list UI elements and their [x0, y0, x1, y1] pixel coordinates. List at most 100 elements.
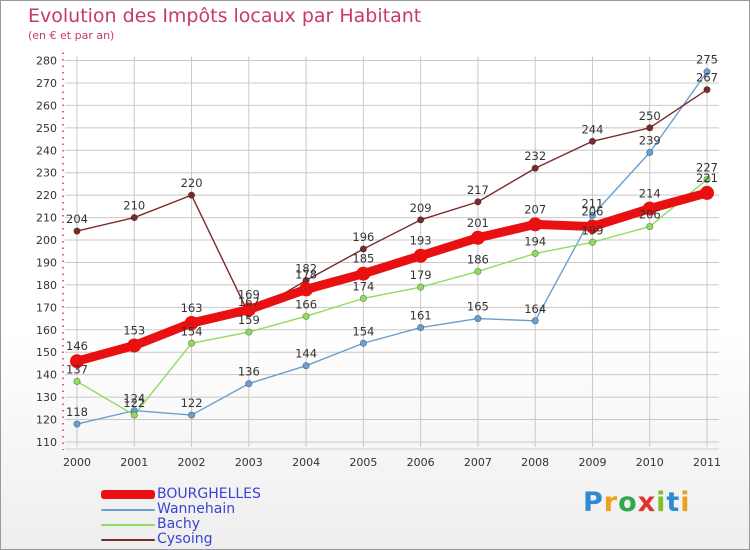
- point-wannehain-2006: [417, 323, 425, 332]
- y-tick-label-240: 240: [36, 144, 57, 157]
- data-label-bourghelles-2000: 146: [66, 339, 88, 353]
- point-bachy-2000: [73, 377, 81, 386]
- data-label-bachy-2007: 186: [467, 252, 489, 266]
- data-label-wannehain-2011: 275: [696, 53, 718, 67]
- point-cysoing-2009: [588, 137, 597, 145]
- legend-swatch-wannehain: [101, 509, 155, 511]
- data-label-cysoing-2002: 220: [181, 176, 203, 190]
- data-label-bachy-2000: 137: [66, 362, 88, 376]
- point-wannehain-2002: [187, 411, 196, 419]
- y-tick-label-250: 250: [36, 122, 57, 135]
- point-bourghelles-2002: [184, 316, 199, 331]
- point-bachy-2001: [130, 411, 138, 419]
- point-cysoing-2006: [417, 216, 425, 224]
- point-wannehain-2011: [703, 68, 711, 76]
- y-tick-label-270: 270: [36, 77, 57, 90]
- point-bourghelles-2000: [70, 354, 84, 369]
- data-label-wannehain-2010: 239: [639, 134, 661, 148]
- x-tick-label-2010: 2010: [636, 456, 664, 469]
- x-tick-label-2001: 2001: [120, 456, 148, 469]
- logo-letter: P: [583, 487, 604, 518]
- data-label-bachy-2010: 206: [639, 208, 661, 222]
- data-label-cysoing-2001: 210: [123, 199, 145, 213]
- legend-swatch-cysoing: [101, 539, 155, 541]
- y-tick-label-180: 180: [36, 279, 57, 292]
- x-tick-label-2003: 2003: [235, 456, 263, 469]
- data-label-wannehain-2002: 122: [181, 396, 203, 410]
- point-bachy-2007: [474, 267, 482, 276]
- data-label-bourghelles-2003: 169: [238, 288, 260, 302]
- data-label-bourghelles-2008: 207: [524, 202, 546, 216]
- gridlines: [65, 56, 719, 447]
- point-bourghelles-2006: [413, 248, 428, 263]
- data-label-bourghelles-2010: 214: [639, 187, 661, 201]
- data-label-cysoing-2004: 182: [295, 261, 317, 275]
- y-tick-label-220: 220: [36, 189, 57, 202]
- point-wannehain-2009: [588, 211, 597, 219]
- x-tick-label-2002: 2002: [178, 456, 206, 469]
- series-points: [70, 68, 714, 428]
- logo-letter: t: [666, 487, 681, 518]
- axes: 110 120 130 140 150 160 170 180 190 200 210 220 230 2…: [36, 52, 721, 469]
- chart-title: Evolution des Impôts locaux par Habitant: [28, 5, 422, 27]
- y-tick-label-170: 170: [36, 301, 57, 314]
- y-tick-label-280: 280: [36, 55, 57, 68]
- point-cysoing-2000: [73, 227, 81, 235]
- data-label-cysoing-2003: 167: [238, 295, 260, 309]
- point-cysoing-2010: [646, 124, 654, 132]
- point-wannehain-2004: [302, 362, 310, 370]
- legend-label-cysoing: Cysoing: [157, 531, 213, 547]
- data-label-cysoing-2008: 232: [524, 149, 546, 163]
- point-bachy-2005: [359, 294, 367, 302]
- point-bourghelles-2009: [585, 219, 600, 234]
- point-bourghelles-2008: [528, 217, 543, 232]
- y-tick-label-150: 150: [36, 346, 57, 359]
- x-tick-label-2000: 2000: [63, 456, 91, 469]
- y-tick-label-260: 260: [36, 99, 57, 112]
- x-tick-label-2004: 2004: [292, 456, 320, 469]
- chart-subtitle: (en € et par an): [28, 29, 115, 42]
- series-line-bourghelles: [72, 188, 712, 366]
- data-label-cysoing-2009: 244: [581, 122, 603, 136]
- point-bachy-2010: [646, 222, 654, 231]
- data-label-bachy-2006: 179: [410, 268, 432, 282]
- legend-label-wannehain: Wannehain: [157, 501, 236, 517]
- point-cysoing-2008: [531, 164, 539, 172]
- data-label-bachy-2008: 194: [524, 234, 546, 248]
- data-label-cysoing-2000: 204: [66, 212, 88, 226]
- y-tick-label-120: 120: [36, 414, 57, 427]
- y-tick-label-230: 230: [36, 167, 57, 180]
- point-cysoing-2001: [130, 213, 138, 222]
- x-tick-label-2008: 2008: [521, 456, 549, 469]
- data-label-cysoing-2011: 267: [696, 71, 718, 85]
- y-tick-label-190: 190: [36, 256, 57, 269]
- point-wannehain-2005: [359, 339, 367, 347]
- data-label-wannehain-2003: 136: [238, 365, 260, 379]
- data-label-wannehain-2007: 165: [467, 300, 489, 314]
- point-bourghelles-2010: [642, 201, 657, 216]
- point-bachy-2003: [245, 328, 253, 336]
- data-label-bachy-2004: 166: [295, 297, 317, 311]
- data-label-bourghelles-2001: 153: [123, 324, 145, 338]
- data-label-bachy-2001: 122: [123, 396, 145, 410]
- logo-letter: i: [656, 487, 667, 518]
- data-label-cysoing-2010: 250: [639, 109, 661, 123]
- point-bourghelles-2001: [127, 338, 142, 353]
- point-bourghelles-2011: [700, 185, 714, 200]
- data-label-wannehain-2006: 161: [410, 309, 432, 323]
- series-line-bachy: [76, 178, 708, 416]
- data-label-bourghelles-2006: 193: [410, 234, 432, 248]
- x-tick-label-2011: 2011: [693, 456, 721, 469]
- point-bachy-2006: [417, 283, 425, 291]
- logo-letter: r: [603, 487, 619, 518]
- point-bachy-2008: [531, 249, 539, 258]
- x-tick-label-2007: 2007: [464, 456, 492, 469]
- point-wannehain-2000: [73, 420, 81, 428]
- data-label-bourghelles-2005: 185: [352, 252, 374, 266]
- point-bourghelles-2004: [299, 282, 314, 297]
- point-bachy-2002: [187, 339, 196, 347]
- legend-label-bachy: Bachy: [157, 516, 201, 532]
- point-cysoing-2011: [703, 86, 711, 94]
- data-label-bourghelles-2004: 178: [295, 267, 317, 281]
- point-wannehain-2010: [646, 148, 654, 157]
